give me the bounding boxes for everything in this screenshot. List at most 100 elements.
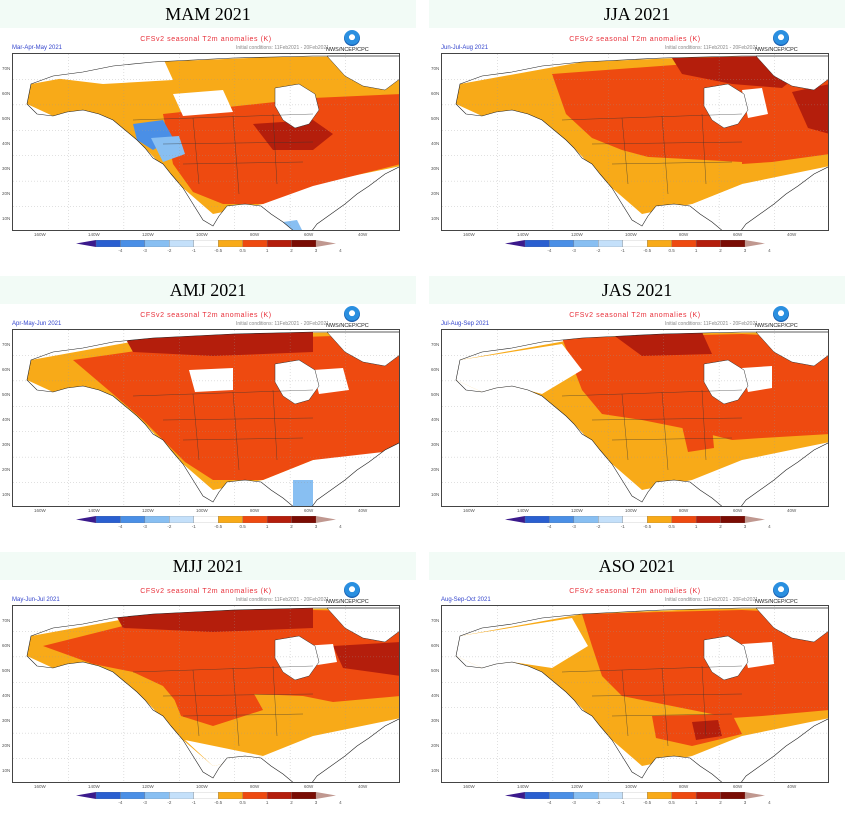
colorbar-tick-label: -0.5 — [214, 800, 223, 805]
colorbar-tick-label: -0.5 — [214, 524, 223, 529]
colorbar — [76, 792, 336, 799]
colorbar-tick-label: -3 — [142, 800, 147, 805]
longitude-label: 120W — [142, 508, 154, 513]
season-heading: MJJ 2021 — [172, 556, 244, 576]
anomaly-map-svg — [442, 330, 828, 506]
longitude-label: 80W — [679, 232, 689, 237]
longitude-label: 60W — [733, 508, 743, 513]
colorbar — [505, 792, 765, 799]
anomaly-map-svg — [442, 606, 828, 782]
coastline — [26, 331, 399, 506]
colorbar-tick-label: -2 — [596, 524, 601, 529]
colorbar-segment — [598, 240, 623, 247]
forecast-cell: MAM 2021 CFSv2 seasonal T2m anomalies (K)… — [0, 0, 416, 270]
noaa-logo-icon — [344, 306, 360, 322]
colorbar-segment — [695, 240, 721, 247]
colorbar-segment — [193, 792, 219, 799]
anomaly-region — [692, 720, 722, 740]
longitude-label: 140W — [517, 508, 529, 513]
colorbar-segment — [549, 240, 575, 247]
anomaly-region — [283, 220, 303, 230]
longitude-label: 100W — [196, 232, 208, 237]
colorbar-tick-label: 1 — [694, 248, 698, 253]
latitude-label: 60N — [2, 91, 11, 96]
initial-conditions: Initial conditions: 11Feb2021 - 20Feb202… — [665, 45, 759, 51]
hudson-bay — [703, 83, 749, 129]
longitude-label: 120W — [142, 232, 154, 237]
colorbar-tick-label: 4 — [339, 800, 342, 805]
colorbar-segment — [291, 792, 317, 799]
latitude-label: 10N — [431, 492, 440, 497]
initial-conditions: Initial conditions: 11Feb2021 - 20Feb202… — [665, 321, 759, 327]
forecast-panel: CFSv2 seasonal T2m anomalies (K) Jun-Jul-… — [429, 28, 845, 270]
colorbar-segment — [95, 792, 121, 799]
longitude-label: 80W — [250, 232, 260, 237]
colorbar-segment — [647, 516, 672, 523]
colorbar-segment — [549, 516, 575, 523]
colorbar-segment — [193, 516, 219, 523]
colorbar-tick-label: 3 — [743, 800, 747, 805]
colorbar-tick-label: 4 — [768, 248, 771, 253]
colorbar-tick-label: -3 — [571, 248, 576, 253]
colorbar-tick-label: 1 — [694, 524, 698, 529]
coastline — [455, 607, 828, 782]
colorbar-tick-label: 2 — [719, 248, 722, 253]
colorbar-tick-label: -2 — [596, 248, 601, 253]
longitude-label: 60W — [733, 232, 743, 237]
colorbar-segment — [242, 516, 268, 523]
colorbar-tick-label: 1 — [265, 248, 269, 253]
colorbar-segment — [144, 240, 170, 247]
latitude-label: 40N — [431, 693, 440, 698]
anomaly-map — [441, 53, 829, 231]
latitude-label: 20N — [431, 743, 440, 748]
coastline — [455, 55, 828, 230]
colorbar-segment — [291, 240, 317, 247]
latitude-label: 40N — [431, 141, 440, 146]
anomaly-region — [173, 90, 233, 116]
colorbar-segment — [720, 516, 746, 523]
noaa-logo-icon — [344, 582, 360, 598]
forecast-cell: JAS 2021 CFSv2 seasonal T2m anomalies (K)… — [429, 276, 845, 546]
anomaly-map — [12, 329, 400, 507]
colorbar-segment — [524, 240, 550, 247]
longitude-label: 40W — [787, 784, 797, 789]
forecast-panel: CFSv2 seasonal T2m anomalies (K) Jul-Aug-… — [429, 304, 845, 546]
colorbar-tick-label: 4 — [768, 524, 771, 529]
colorbar-segment — [573, 792, 599, 799]
latitude-label: 70N — [2, 342, 11, 347]
panel-title: CFSv2 seasonal T2m anomalies (K) — [569, 36, 701, 43]
colorbar-tick-label: -2 — [167, 800, 172, 805]
colorbar-svg — [76, 792, 336, 799]
initial-conditions: Initial conditions: 11Feb2021 - 20Feb202… — [236, 321, 330, 327]
coastline — [26, 55, 399, 230]
colorbar-svg — [505, 792, 765, 799]
colorbar-tick-label: 0.5 — [668, 248, 675, 253]
anomaly-region — [562, 334, 828, 440]
colorbar-segment — [120, 792, 146, 799]
colorbar-segment — [695, 516, 721, 523]
colorbar-tick-label: 0.5 — [239, 248, 246, 253]
longitude-label: 80W — [250, 784, 260, 789]
anomaly-region — [43, 610, 399, 710]
longitude-label: 100W — [625, 508, 637, 513]
forecast-cell: ASO 2021 CFSv2 seasonal T2m anomalies (K)… — [429, 552, 845, 822]
colorbar-segment — [647, 792, 672, 799]
colorbar-tick-label: -1 — [620, 248, 625, 253]
colorbar-segment — [573, 240, 599, 247]
colorbar-segment — [524, 516, 550, 523]
initial-conditions: Initial conditions: 11Feb2021 - 20Feb202… — [236, 45, 330, 51]
colorbar-segment — [622, 792, 648, 799]
forecast-period: Jul-Aug-Sep 2021 — [441, 321, 490, 327]
longitude-label: 120W — [571, 508, 583, 513]
latitude-label: 50N — [431, 668, 440, 673]
colorbar-tick-label: 0.5 — [239, 800, 246, 805]
colorbar-tick-label: 4 — [768, 800, 771, 805]
longitude-label: 100W — [625, 784, 637, 789]
colorbar-segment — [291, 516, 317, 523]
longitude-label: 100W — [625, 232, 637, 237]
panel-title: CFSv2 seasonal T2m anomalies (K) — [140, 588, 272, 595]
longitude-label: 60W — [304, 784, 314, 789]
colorbar-segment — [76, 792, 96, 799]
anomaly-region — [612, 332, 712, 356]
colorbar-tick-label: -4 — [547, 524, 552, 529]
